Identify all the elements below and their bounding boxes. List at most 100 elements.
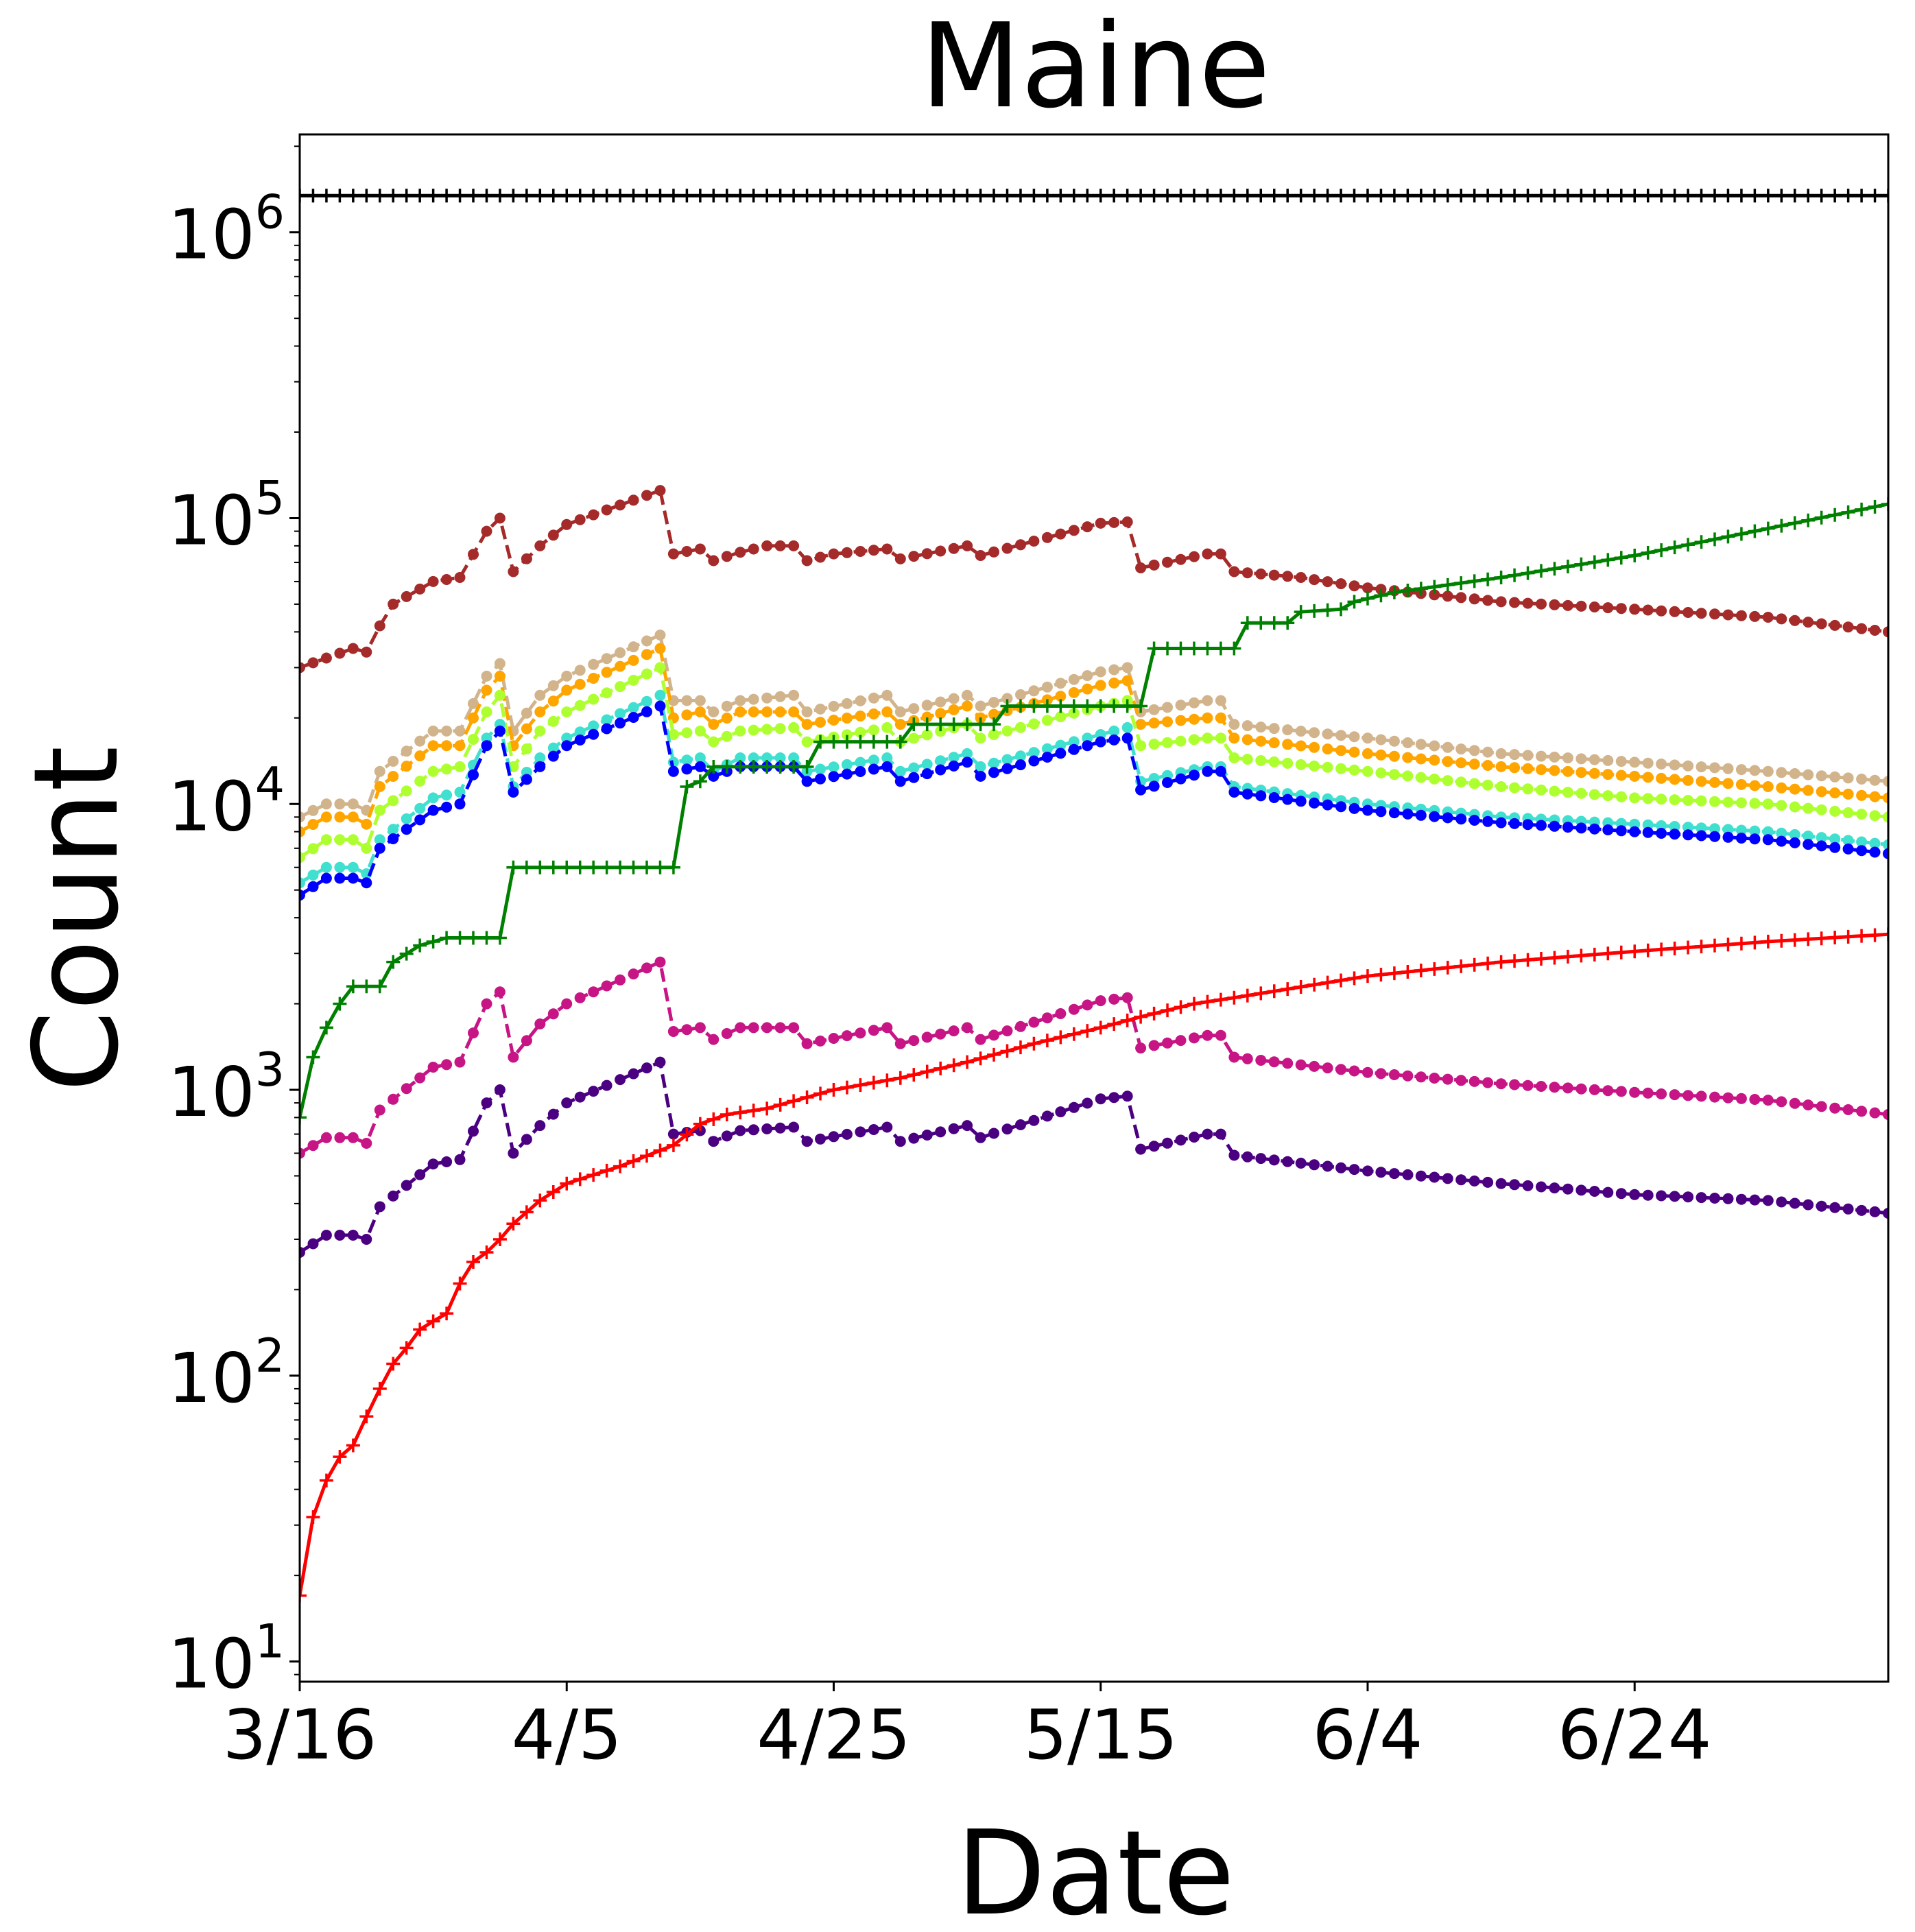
series-5-point-104 (1682, 822, 1694, 833)
series-7-point-3 (334, 1132, 346, 1143)
series-9-point-107 (1721, 529, 1735, 544)
series-3-point-118 (1869, 791, 1881, 802)
series-4-point-118 (1869, 810, 1881, 822)
series-7-point-37 (788, 1022, 800, 1034)
series-9-point-20 (560, 860, 574, 874)
series-1-point-98 (1602, 602, 1614, 614)
series-2-point-92 (1522, 750, 1534, 761)
series-9-point-105 (1694, 535, 1709, 549)
series-1-point-43 (868, 545, 879, 556)
series-4-point-66 (1175, 735, 1187, 747)
series-10-point-108 (1734, 936, 1748, 951)
series-3-point-0 (300, 826, 305, 837)
series-10-point-87 (1454, 959, 1468, 973)
series-3-point-94 (1549, 765, 1560, 776)
series-7-point-110 (1762, 1095, 1774, 1106)
series-8-point-8 (401, 1180, 412, 1191)
series-6-point-18 (534, 761, 546, 772)
series-3-point-49 (948, 704, 960, 715)
series-7-point-89 (1482, 1077, 1494, 1088)
series-2-point-7 (388, 756, 399, 767)
series-10-point-31 (706, 1112, 721, 1126)
series-1-point-93 (1536, 598, 1547, 610)
series-8-point-80 (1362, 1165, 1373, 1177)
series-8-point-83 (1402, 1169, 1414, 1180)
series-10-point-38 (800, 1090, 814, 1104)
series-4-point-34 (748, 724, 759, 736)
series-8-point-9 (414, 1169, 426, 1180)
series-2-point-58 (1068, 673, 1080, 685)
series-3-point-87 (1455, 757, 1467, 769)
series-7-point-66 (1175, 1035, 1187, 1047)
series-9-point-14 (479, 931, 494, 945)
series-6-point-91 (1509, 818, 1521, 829)
series-7-point-67 (1189, 1032, 1200, 1044)
series-8-point-94 (1549, 1182, 1560, 1194)
series-9-point-111 (1774, 518, 1789, 533)
series-6-point-65 (1162, 777, 1173, 788)
series-0-point-91 (1508, 189, 1522, 203)
series-4-point-25 (628, 674, 639, 686)
series-6-point-110 (1762, 834, 1774, 846)
series-6-point-8 (401, 824, 412, 835)
series-1-point-5 (361, 646, 372, 658)
series-1-point-9 (414, 583, 426, 595)
series-2-point-50 (962, 689, 973, 701)
series-4-point-74 (1282, 757, 1294, 769)
series-0-point-59 (1080, 189, 1095, 203)
series-0-point-9 (413, 189, 427, 203)
series-8-point-102 (1656, 1190, 1667, 1202)
series-1-point-19 (547, 529, 559, 541)
series-10-point-84 (1414, 963, 1428, 977)
series-6-point-28 (667, 765, 679, 777)
series-5-point-39 (815, 763, 826, 775)
series-1-point-21 (574, 514, 586, 525)
series-0-point-17 (519, 189, 534, 203)
series-4-point-58 (1068, 707, 1080, 719)
series-7-point-91 (1509, 1079, 1521, 1090)
series-10-point-20 (560, 1176, 574, 1191)
series-3-point-37 (788, 706, 800, 717)
series-6-point-115 (1829, 842, 1841, 853)
series-8-point-46 (908, 1132, 920, 1144)
series-1-point-51 (975, 550, 986, 561)
series-2-point-44 (881, 689, 893, 701)
series-2-point-55 (1028, 685, 1040, 697)
series-3-point-100 (1629, 770, 1641, 782)
series-9-point-108 (1734, 527, 1748, 541)
series-6-point-24 (615, 717, 626, 729)
series-1-point-6 (374, 620, 385, 632)
series-10-point-104 (1681, 940, 1696, 955)
series-3-point-48 (935, 708, 947, 719)
series-8-point-115 (1829, 1202, 1841, 1213)
series-1-point-22 (588, 509, 599, 521)
series-7-point-20 (561, 998, 573, 1010)
series-6-point-101 (1642, 826, 1654, 838)
series-1-point-88 (1468, 593, 1480, 605)
series-3-point-108 (1735, 778, 1747, 790)
series-9-point-21 (573, 860, 587, 874)
series-7-point-32 (721, 1028, 733, 1039)
series-6-point-90 (1495, 817, 1507, 828)
series-9-point-64 (1147, 641, 1161, 656)
series-7-point-27 (654, 956, 666, 968)
series-0-point-1 (306, 189, 320, 203)
series-3-point-1 (307, 819, 319, 830)
series-5-point-20 (561, 732, 573, 744)
series-9-point-35 (760, 759, 774, 774)
series-1-point-50 (962, 540, 973, 551)
series-2-point-38 (801, 706, 813, 717)
series-8-point-113 (1803, 1199, 1814, 1211)
series-5-point-115 (1829, 833, 1841, 845)
series-9-point-56 (1040, 699, 1054, 713)
series-8-point-118 (1869, 1206, 1881, 1217)
series-8-point-24 (615, 1074, 626, 1086)
series-2-point-103 (1669, 759, 1680, 771)
series-3-point-73 (1268, 737, 1280, 748)
series-3-point-17 (521, 723, 532, 735)
series-8-point-35 (761, 1123, 773, 1134)
series-3-point-42 (855, 711, 866, 721)
series-6-point-12 (454, 798, 466, 810)
series-10-point-105 (1694, 940, 1709, 954)
series-9-point-77 (1320, 603, 1335, 617)
